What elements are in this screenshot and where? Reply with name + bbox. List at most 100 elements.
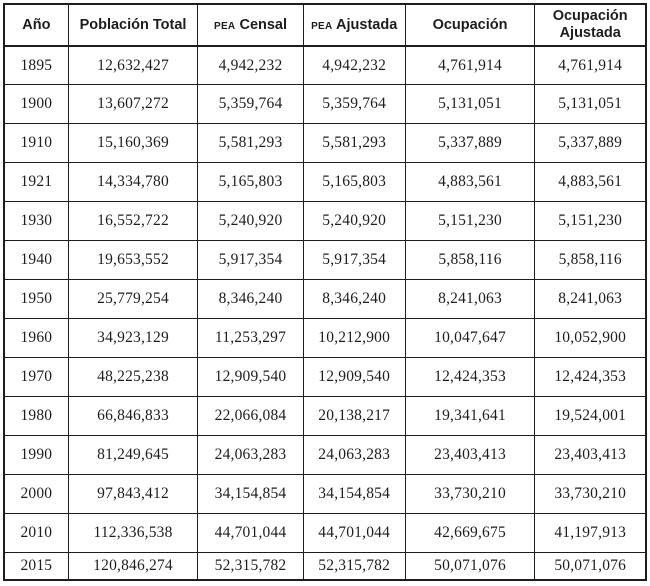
year-cell: 1895 — [3, 45, 69, 86]
value-cell-poblacion_total: 81,249,645 — [67, 435, 199, 476]
population-table-container: Año Población Total PEA Censal PEA Ajustada… — [3, 3, 647, 581]
column-header-label: Ocupación — [432, 16, 508, 33]
value-cell-ocupacion: 42,669,675 — [404, 513, 536, 554]
year-cell: 1970 — [3, 357, 69, 398]
column-header-ocupacion: Ocupación — [404, 3, 536, 47]
year-cell: 2015 — [3, 552, 69, 581]
value-cell-ocupacion_ajustada: 5,337,889 — [534, 123, 647, 164]
value-cell-pea_ajustada: 10,212,900 — [302, 318, 406, 359]
value-cell-ocupacion_ajustada: 23,403,413 — [534, 435, 647, 476]
value-cell-ocupacion: 5,151,230 — [404, 201, 536, 242]
value-cell-pea_censal: 11,253,297 — [197, 318, 304, 359]
year-cell: 1980 — [3, 396, 69, 437]
year-cell: 1990 — [3, 435, 69, 476]
value-cell-pea_censal: 5,165,803 — [197, 162, 304, 203]
table-row-1950: 1950 25,779,254 8,346,240 8,346,240 8,241,06… — [3, 279, 647, 320]
value-cell-ocupacion_ajustada: 41,197,913 — [534, 513, 647, 554]
table-row-1980: 1980 66,846,833 22,066,084 20,138,217 19,341… — [3, 396, 647, 437]
table-row-1940: 1940 19,653,552 5,917,354 5,917,354 5,858,11… — [3, 240, 647, 281]
value-cell-pea_censal: 8,346,240 — [197, 279, 304, 320]
pea-abbreviation: PEA — [213, 20, 236, 32]
value-cell-poblacion_total: 12,632,427 — [67, 45, 199, 86]
table-body: 1895 12,632,427 4,942,232 4,942,232 4,761,91… — [3, 45, 647, 581]
value-cell-pea_censal: 5,917,354 — [197, 240, 304, 281]
column-header-label: Ajustada — [336, 16, 398, 33]
column-header-ocupacion_ajustada: Ocupación Ajustada — [534, 3, 647, 47]
value-cell-ocupacion_ajustada: 4,761,914 — [534, 45, 647, 86]
column-header-label: Ocupación Ajustada — [552, 8, 628, 41]
table-row-1930: 1930 16,552,722 5,240,920 5,240,920 5,151,23… — [3, 201, 647, 242]
value-cell-ocupacion_ajustada: 5,858,116 — [534, 240, 647, 281]
value-cell-pea_ajustada: 44,701,044 — [302, 513, 406, 554]
value-cell-pea_censal: 44,701,044 — [197, 513, 304, 554]
table-row-1900: 1900 13,607,272 5,359,764 5,359,764 5,131,05… — [3, 84, 647, 125]
table-row-1895: 1895 12,632,427 4,942,232 4,942,232 4,761,91… — [3, 45, 647, 86]
value-cell-pea_ajustada: 24,063,283 — [302, 435, 406, 476]
value-cell-pea_censal: 5,359,764 — [197, 84, 304, 125]
value-cell-pea_censal: 5,581,293 — [197, 123, 304, 164]
value-cell-ocupacion: 5,858,116 — [404, 240, 536, 281]
value-cell-pea_ajustada: 4,942,232 — [302, 45, 406, 86]
year-cell: 1950 — [3, 279, 69, 320]
value-cell-ocupacion: 33,730,210 — [404, 474, 536, 515]
value-cell-pea_ajustada: 34,154,854 — [302, 474, 406, 515]
value-cell-pea_ajustada: 5,165,803 — [302, 162, 406, 203]
value-cell-ocupacion: 12,424,353 — [404, 357, 536, 398]
year-cell: 1940 — [3, 240, 69, 281]
value-cell-ocupacion_ajustada: 4,883,561 — [534, 162, 647, 203]
column-header-pea_ajustada: PEA Ajustada — [302, 3, 406, 47]
value-cell-pea_censal: 22,066,084 — [197, 396, 304, 437]
value-cell-ocupacion: 50,071,076 — [404, 552, 536, 581]
table-row-1960: 1960 34,923,129 11,253,297 10,212,900 10,047… — [3, 318, 647, 359]
value-cell-ocupacion_ajustada: 33,730,210 — [534, 474, 647, 515]
value-cell-ocupacion: 19,341,641 — [404, 396, 536, 437]
column-header-pea_censal: PEA Censal — [197, 3, 304, 47]
year-cell: 2010 — [3, 513, 69, 554]
value-cell-ocupacion_ajustada: 10,052,900 — [534, 318, 647, 359]
value-cell-ocupacion: 8,241,063 — [404, 279, 536, 320]
value-cell-pea_ajustada: 5,359,764 — [302, 84, 406, 125]
column-header-poblacion_total: Población Total — [67, 3, 199, 47]
value-cell-pea_ajustada: 12,909,540 — [302, 357, 406, 398]
value-cell-ocupacion_ajustada: 5,131,051 — [534, 84, 647, 125]
value-cell-poblacion_total: 112,336,538 — [67, 513, 199, 554]
value-cell-poblacion_total: 66,846,833 — [67, 396, 199, 437]
value-cell-pea_ajustada: 20,138,217 — [302, 396, 406, 437]
value-cell-ocupacion_ajustada: 19,524,001 — [534, 396, 647, 437]
year-cell: 1960 — [3, 318, 69, 359]
value-cell-ocupacion: 5,337,889 — [404, 123, 536, 164]
column-header-label: Censal — [239, 16, 288, 33]
value-cell-ocupacion: 4,761,914 — [404, 45, 536, 86]
column-header-label: Población Total — [79, 16, 187, 33]
value-cell-poblacion_total: 25,779,254 — [67, 279, 199, 320]
value-cell-pea_censal: 5,240,920 — [197, 201, 304, 242]
value-cell-pea_ajustada: 5,917,354 — [302, 240, 406, 281]
year-cell: 1910 — [3, 123, 69, 164]
table-row-1970: 1970 48,225,238 12,909,540 12,909,540 12,424… — [3, 357, 647, 398]
value-cell-ocupacion: 4,883,561 — [404, 162, 536, 203]
value-cell-pea_censal: 24,063,283 — [197, 435, 304, 476]
table-row-1910: 1910 15,160,369 5,581,293 5,581,293 5,337,88… — [3, 123, 647, 164]
value-cell-ocupacion: 23,403,413 — [404, 435, 536, 476]
value-cell-poblacion_total: 97,843,412 — [67, 474, 199, 515]
value-cell-poblacion_total: 15,160,369 — [67, 123, 199, 164]
value-cell-pea_censal: 4,942,232 — [197, 45, 304, 86]
table-row-1990: 1990 81,249,645 24,063,283 24,063,283 23,403… — [3, 435, 647, 476]
value-cell-ocupacion_ajustada: 50,071,076 — [534, 552, 647, 581]
value-cell-ocupacion_ajustada: 12,424,353 — [534, 357, 647, 398]
column-header-ano: Año — [3, 3, 69, 47]
value-cell-ocupacion: 5,131,051 — [404, 84, 536, 125]
value-cell-poblacion_total: 48,225,238 — [67, 357, 199, 398]
value-cell-pea_censal: 52,315,782 — [197, 552, 304, 581]
header-row: Año Población Total PEA Censal PEA Ajustada… — [3, 3, 647, 47]
table-row-1921: 1921 14,334,780 5,165,803 5,165,803 4,883,56… — [3, 162, 647, 203]
year-cell: 1930 — [3, 201, 69, 242]
value-cell-poblacion_total: 120,846,274 — [67, 552, 199, 581]
value-cell-poblacion_total: 19,653,552 — [67, 240, 199, 281]
table-row-2015: 2015 120,846,274 52,315,782 52,315,782 50,07… — [3, 552, 647, 581]
value-cell-ocupacion: 10,047,647 — [404, 318, 536, 359]
value-cell-pea_ajustada: 52,315,782 — [302, 552, 406, 581]
year-cell: 1900 — [3, 84, 69, 125]
value-cell-poblacion_total: 34,923,129 — [67, 318, 199, 359]
pea-abbreviation: PEA — [311, 20, 333, 32]
